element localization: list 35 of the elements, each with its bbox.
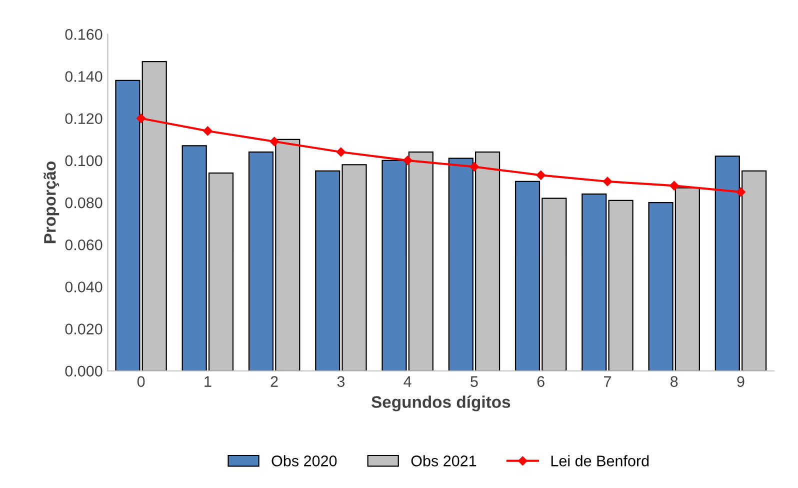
x-tick-label: 4 (404, 376, 412, 387)
x-tick-label: 7 (604, 376, 611, 387)
legend-label: Obs 2021 (411, 455, 476, 466)
point (470, 162, 479, 172)
x-tick-label: 9 (737, 376, 744, 387)
y-tick-label: 0.060 (65, 239, 102, 250)
point (136, 114, 146, 123)
point (203, 126, 212, 136)
point (669, 181, 679, 190)
bar (582, 194, 607, 371)
x-tick-label: 8 (670, 376, 678, 387)
point (270, 136, 279, 146)
y-tick-label: 0.000 (65, 366, 102, 377)
y-tick-label: 0.080 (65, 197, 102, 208)
y-tick-label: 0.040 (65, 282, 102, 292)
x-tick-label: 3 (337, 376, 345, 387)
x-tick-label: 2 (270, 376, 278, 387)
y-tick-label: 0.120 (65, 113, 102, 124)
legend-label: Obs 2020 (272, 455, 337, 466)
point (736, 187, 746, 197)
point (336, 147, 346, 157)
point (536, 170, 546, 180)
y-tick-label: 0.020 (65, 324, 102, 334)
y-axis-title: Proporção (44, 161, 60, 244)
y-tick-label: 0.100 (65, 155, 102, 166)
point (402, 156, 412, 166)
x-tick-label: 1 (204, 376, 212, 387)
x-tick-label: 0 (137, 376, 145, 387)
x-axis-title: Segundos dígitos (371, 396, 510, 412)
legend-label: Lei de Benford (551, 455, 649, 466)
y-tick-label: 0.160 (65, 29, 102, 40)
x-tick-label: 5 (470, 376, 478, 387)
y-tick-label: 0.140 (65, 71, 102, 82)
point (602, 176, 612, 186)
x-tick-label: 6 (537, 376, 544, 387)
